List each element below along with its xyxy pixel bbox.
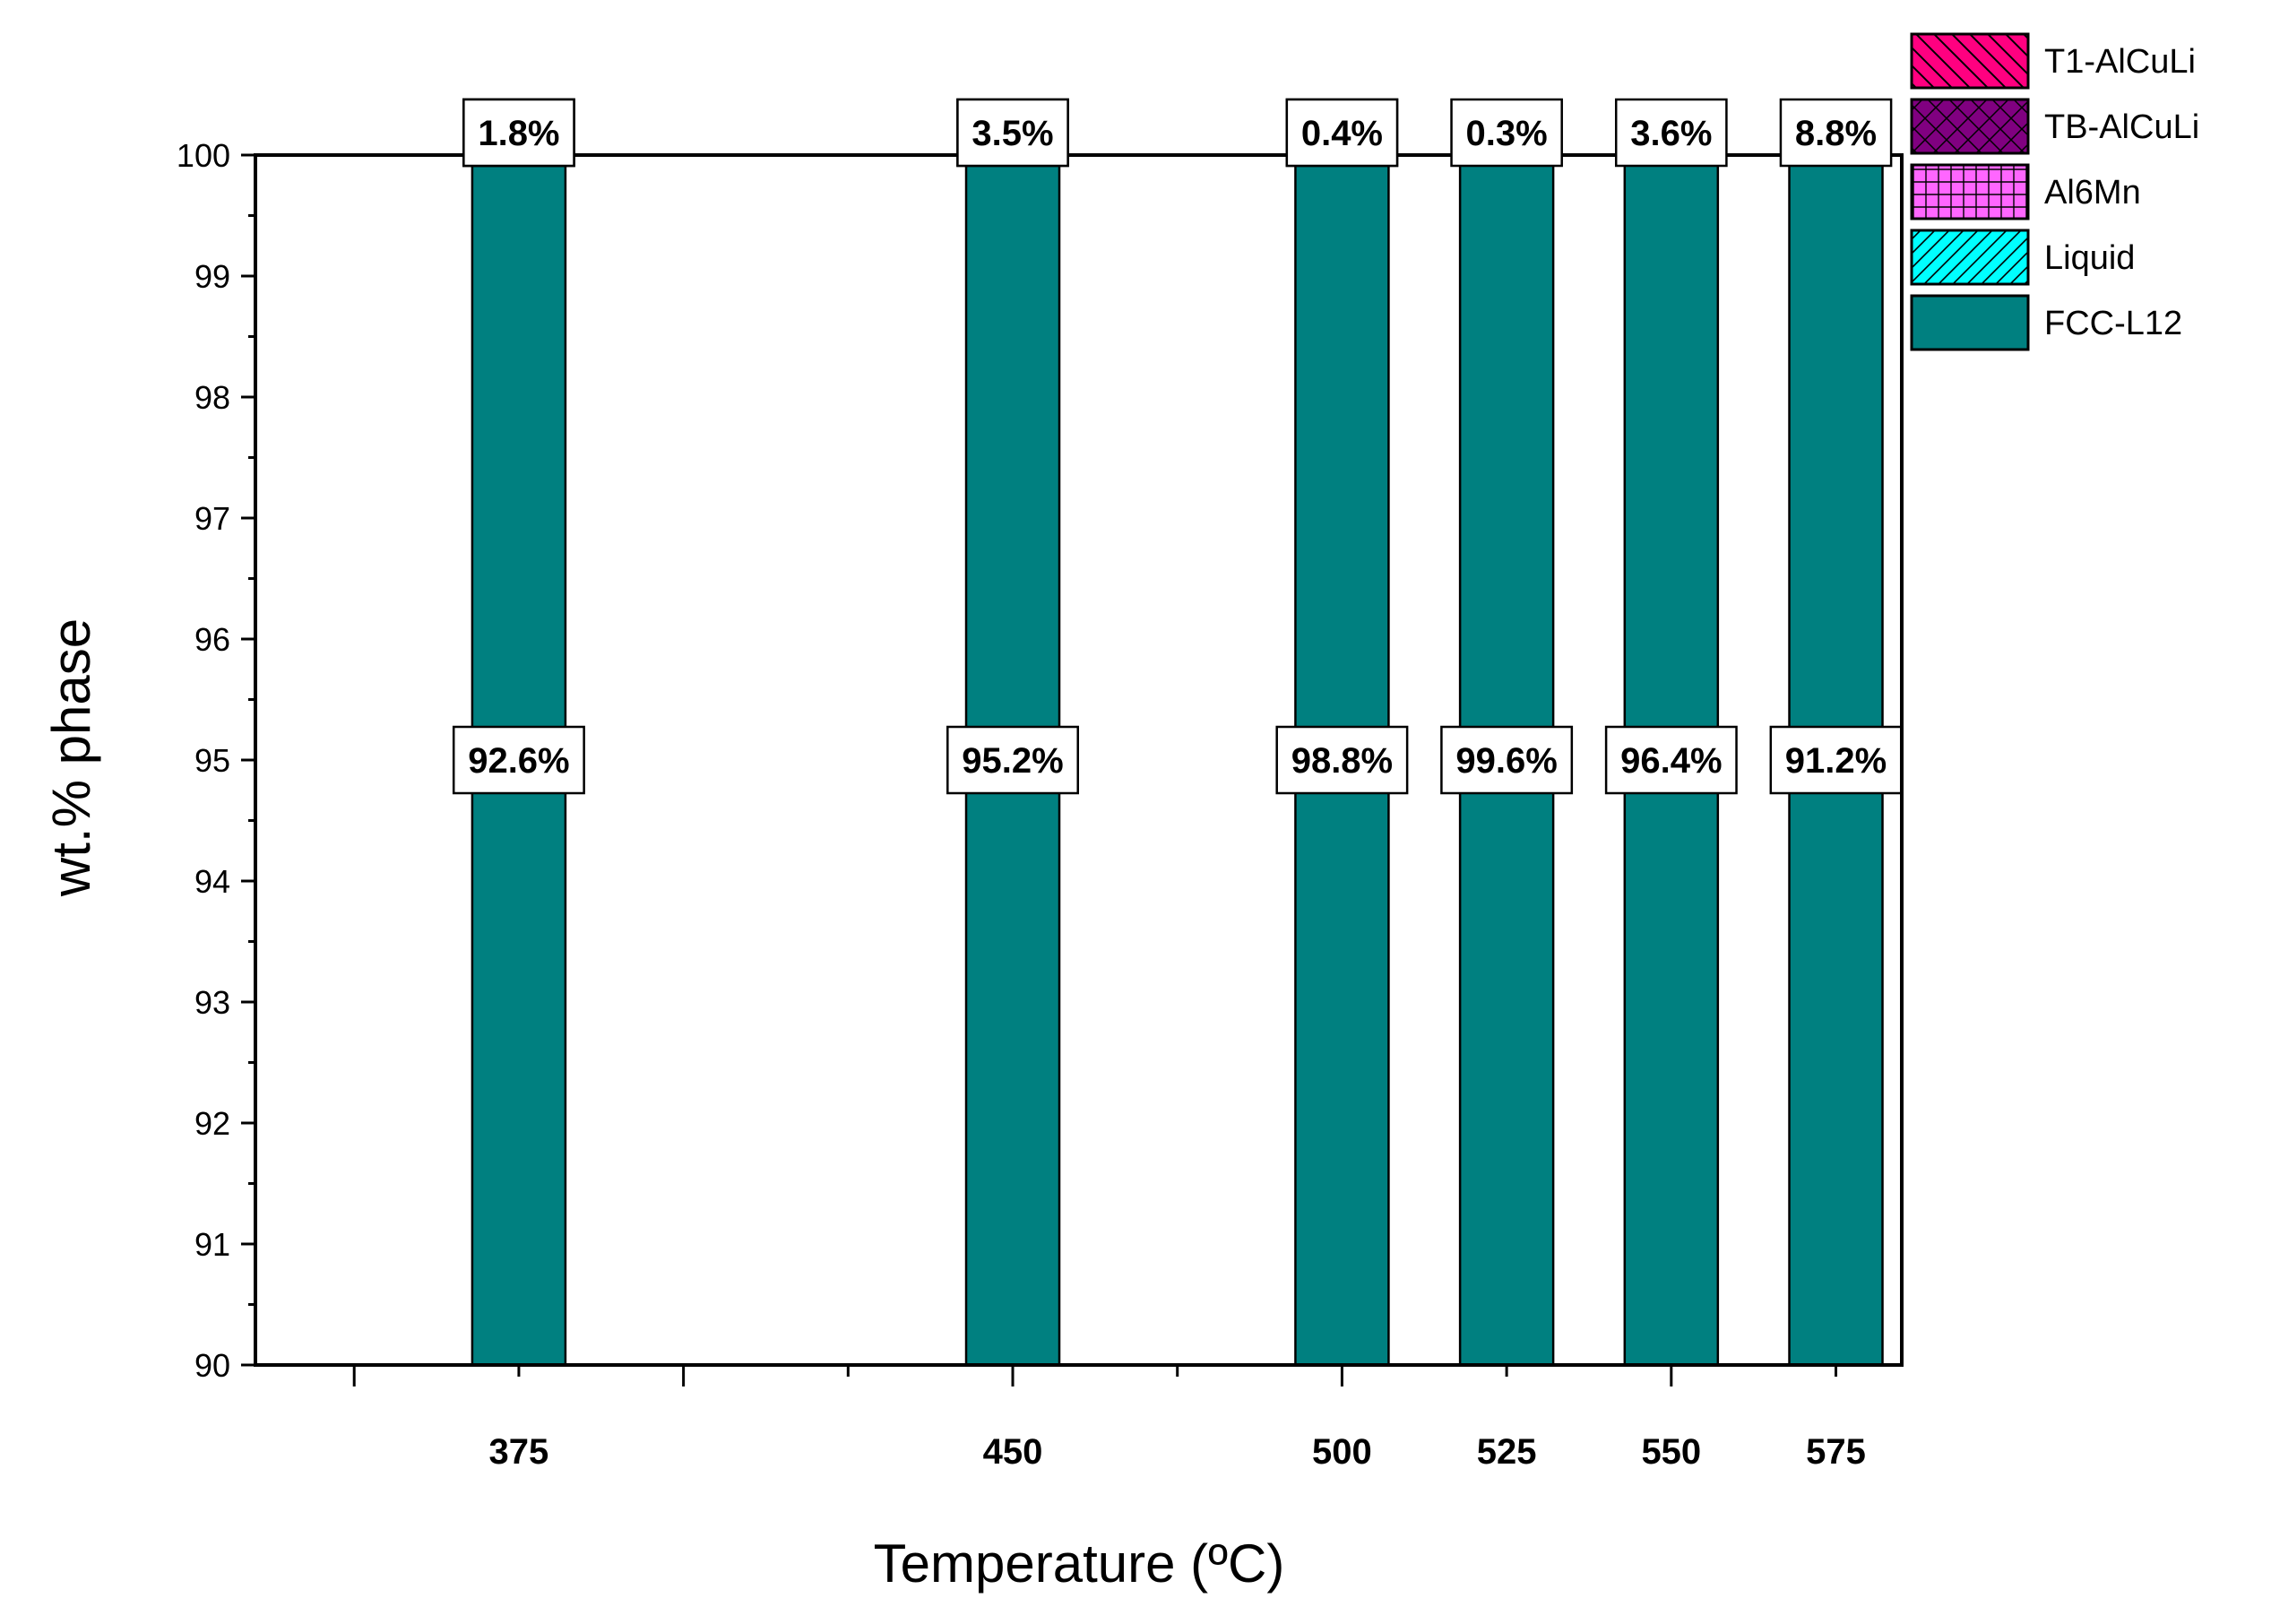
legend-swatch-outline (1910, 98, 2030, 155)
data-label-text: 95.2% (962, 741, 1063, 781)
data-label-text: 98.8% (1291, 741, 1393, 781)
y-tick-label: 100 (177, 137, 230, 174)
data-label-550-liquid: 3.6% (1614, 98, 1728, 168)
data-label-text: 91.2% (1785, 741, 1887, 781)
data-label-text: 96.4% (1620, 741, 1722, 781)
data-label-text: 8.8% (1795, 114, 1877, 153)
data-label-text: 3.6% (1630, 114, 1712, 153)
x-tick-label: 375 (489, 1432, 549, 1472)
x-tick-label: 525 (1477, 1432, 1537, 1472)
data-label-box (946, 725, 1079, 795)
legend-item-al6mn: Al6Mn (1910, 163, 2141, 220)
y-axis: 90 91 92 93 94 95 96 97 98 99 100 (177, 137, 255, 1384)
y-tick-label: 98 (194, 379, 230, 416)
data-label-525-al6mn: 0.3% (1450, 98, 1563, 168)
data-label-box (462, 98, 575, 168)
y-tick-label: 99 (194, 258, 230, 295)
legend-label: FCC-L12 (2044, 305, 2182, 342)
data-labels-layer: 92.6%1.5%4.1%1.8%95.2%1.2%3.5%98.8%0.7%0… (452, 98, 1903, 795)
y-tick-label: 91 (194, 1226, 230, 1263)
data-label-450-fcc-l12: 95.2% (946, 725, 1079, 795)
legend-item-fcc-l12: FCC-L12 (1910, 294, 2182, 351)
data-label-500-fcc-l12: 98.8% (1275, 725, 1409, 795)
x-axis-title: Temperature (ºC) (874, 1533, 1285, 1594)
data-label-375-t1-alculi: 1.8% (462, 98, 575, 168)
data-label-box (1779, 98, 1893, 168)
legend-swatch-hatch (1912, 99, 2028, 153)
data-label-575-fcc-l12: 91.2% (1769, 725, 1903, 795)
data-label-box (1275, 725, 1409, 795)
data-label-450-tb-alculi: 3.5% (956, 98, 1069, 168)
data-label-text: 92.6% (468, 741, 569, 781)
data-label-550-fcc-l12: 96.4% (1604, 725, 1738, 795)
legend-label: T1-AlCuLi (2044, 43, 2196, 81)
legend-swatch-outline (1910, 229, 2030, 286)
legend-swatch-outline (1910, 32, 2030, 90)
legend: T1-AlCuLi TB-AlCuLi Al6Mn Liquid FCC-L12 (1910, 32, 2199, 351)
data-label-box (452, 725, 585, 795)
data-label-box (1440, 725, 1574, 795)
data-label-text: 99.6% (1455, 741, 1557, 781)
legend-item-tb-alculi: TB-AlCuLi (1910, 98, 2199, 155)
x-tick-label: 550 (1641, 1432, 1701, 1472)
legend-label: TB-AlCuLi (2044, 108, 2199, 146)
legend-swatch-hatch (1912, 34, 2028, 88)
legend-label: Liquid (2044, 239, 2135, 277)
data-label-525-fcc-l12: 99.6% (1440, 725, 1574, 795)
data-label-375-fcc-l12: 92.6% (452, 725, 585, 795)
legend-swatch-hatch (1912, 165, 2028, 219)
data-label-box (956, 98, 1069, 168)
data-label-text: 1.8% (478, 114, 559, 153)
data-label-box (1285, 98, 1399, 168)
y-tick-label: 93 (194, 984, 230, 1021)
x-tick-label: 450 (983, 1432, 1043, 1472)
legend-swatch (1912, 296, 2028, 350)
data-label-box (1450, 98, 1563, 168)
x-tick-label: 575 (1806, 1432, 1866, 1472)
legend-swatch-outline (1910, 294, 2030, 351)
data-label-500-tb-alculi: 0.4% (1285, 98, 1399, 168)
y-tick-label: 92 (194, 1105, 230, 1142)
x-axis: 375 450 500 525 550 575 (352, 1365, 1866, 1472)
y-tick-label: 90 (194, 1347, 230, 1384)
data-label-box (1614, 98, 1728, 168)
legend-label: Al6Mn (2044, 174, 2141, 212)
data-label-text: 0.3% (1466, 114, 1548, 153)
data-label-575-liquid: 8.8% (1779, 98, 1893, 168)
y-tick-label: 94 (194, 863, 230, 900)
y-tick-label: 96 (194, 621, 230, 658)
data-label-box (1604, 725, 1738, 795)
legend-item-liquid: Liquid (1910, 229, 2135, 286)
data-label-text: 3.5% (971, 114, 1053, 153)
y-tick-label: 97 (194, 500, 230, 537)
data-label-text: 0.4% (1301, 114, 1383, 153)
legend-swatch-outline (1910, 163, 2030, 220)
y-tick-label: 95 (194, 742, 230, 779)
y-axis-title: wt.% phase (41, 618, 101, 897)
legend-swatch-hatch (1912, 230, 2028, 284)
data-label-box (1769, 725, 1903, 795)
legend-item-t1-alculi: T1-AlCuLi (1910, 32, 2196, 90)
x-tick-label: 500 (1312, 1432, 1372, 1472)
